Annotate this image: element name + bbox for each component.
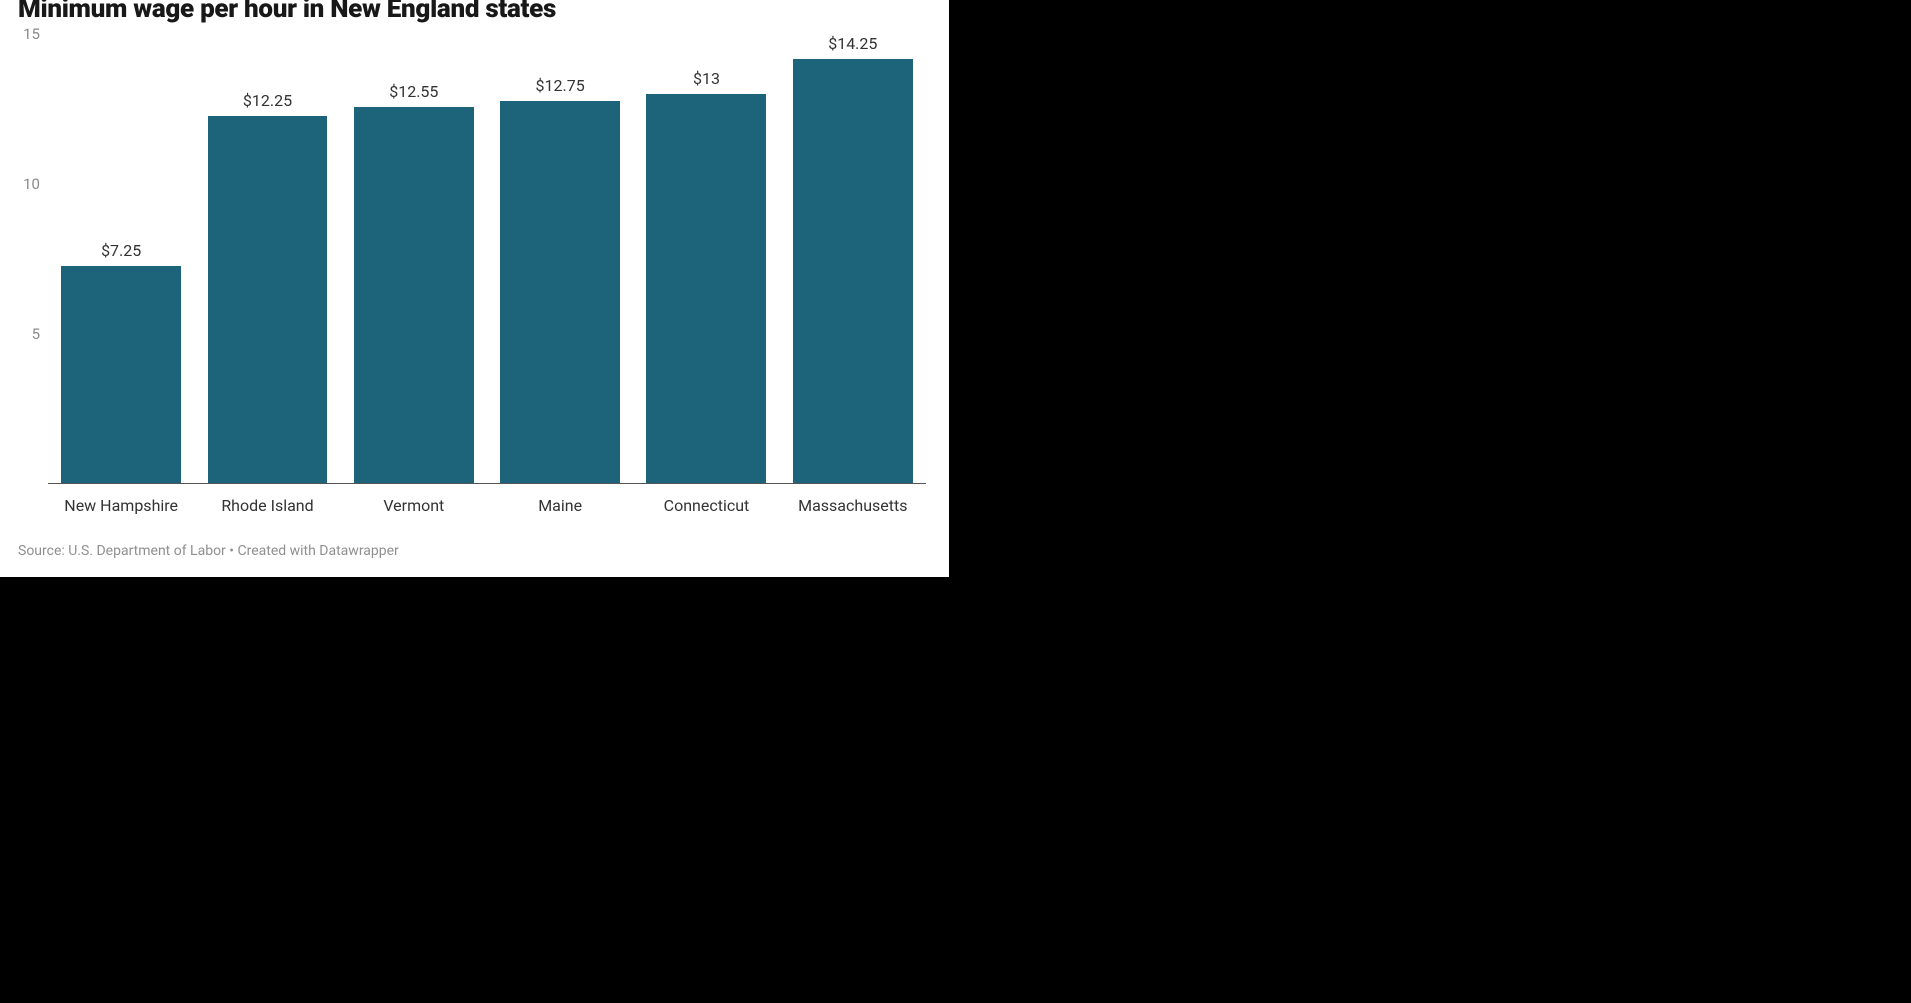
- x-axis-label: Connecticut: [633, 496, 779, 515]
- x-axis-label: New Hampshire: [48, 496, 194, 515]
- y-tick-label: 5: [32, 325, 40, 343]
- bars-wrapper: $7.25 $12.25 $12.55 $12.75 $13 $14.25: [48, 34, 926, 484]
- bar-value-label: $12.55: [389, 82, 438, 101]
- source-attribution: Source: U.S. Department of Labor • Creat…: [18, 543, 931, 559]
- bar-group: $14.25: [780, 34, 926, 483]
- x-axis-label: Vermont: [341, 496, 487, 515]
- bar-value-label: $12.75: [536, 76, 585, 95]
- x-axis-labels: New HampshireRhode IslandVermontMaineCon…: [48, 496, 926, 515]
- chart-title: Minimum wage per hour in New England sta…: [18, 0, 931, 24]
- bar-group: $13: [633, 34, 779, 483]
- bar: [646, 94, 766, 483]
- bar: [354, 107, 474, 483]
- y-tick-label: 15: [23, 25, 40, 43]
- y-tick-label: 10: [23, 175, 40, 193]
- bar-value-label: $12.25: [243, 91, 292, 110]
- bar: [61, 266, 181, 483]
- bar: [500, 101, 620, 483]
- bar-group: $12.25: [194, 34, 340, 483]
- bar-value-label: $7.25: [101, 241, 141, 260]
- bar-group: $12.55: [341, 34, 487, 483]
- x-axis-label: Rhode Island: [194, 496, 340, 515]
- bar: [208, 116, 328, 483]
- plot-area: 51015 $7.25$12.25$12.55$12.75$13$14.25: [48, 34, 926, 484]
- bar-group: $7.25: [48, 34, 194, 483]
- chart-container: Minimum wage per hour in New England sta…: [0, 0, 949, 577]
- bar-group: $12.75: [487, 34, 633, 483]
- y-axis: 51015: [18, 34, 48, 484]
- x-axis-label: Massachusetts: [780, 496, 926, 515]
- x-axis-label: Maine: [487, 496, 633, 515]
- bar-value-label: $13: [693, 69, 720, 88]
- bar-value-label: $14.25: [828, 34, 877, 53]
- bar: [793, 59, 913, 483]
